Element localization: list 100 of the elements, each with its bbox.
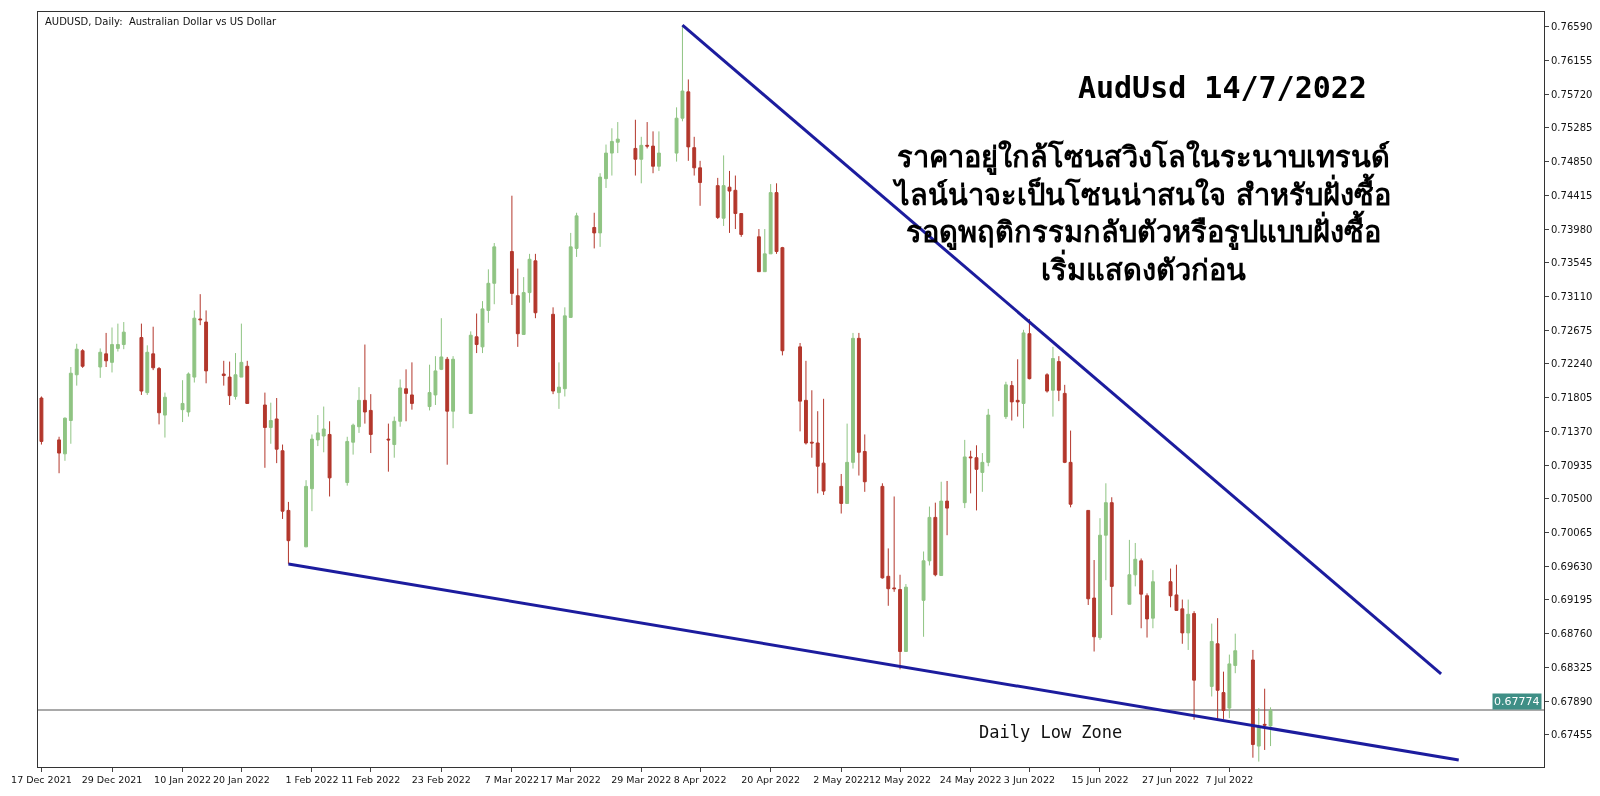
candlestick [980, 452, 985, 493]
candlestick [1021, 329, 1026, 429]
candlestick [409, 361, 414, 411]
candlestick [809, 389, 814, 459]
candlestick [1092, 559, 1097, 652]
candlestick [439, 317, 444, 371]
candlestick [63, 416, 67, 462]
candlestick [851, 332, 855, 470]
y-tick-label: 0.74415 [1551, 189, 1593, 201]
candlestick [568, 232, 573, 318]
candlestick [592, 212, 597, 249]
candlestick [398, 378, 403, 428]
candlestick [1139, 557, 1144, 629]
candlestick [304, 479, 309, 548]
candlestick [404, 368, 408, 422]
candlestick [162, 392, 167, 439]
candlestick [651, 130, 655, 174]
candlestick [1027, 318, 1032, 380]
candlestick [445, 356, 450, 466]
candlestick [1233, 633, 1238, 674]
candlestick [551, 306, 556, 395]
candlestick [892, 495, 897, 593]
candlestick [1262, 688, 1267, 751]
candlestick [315, 414, 320, 447]
candlestick [633, 119, 638, 177]
candlestick [656, 130, 661, 172]
text: AudUsd 14/7/2022 [1077, 70, 1367, 106]
candlestick [474, 313, 479, 354]
candlestick [310, 433, 314, 512]
candlestick [721, 154, 726, 227]
candlestick [615, 121, 620, 154]
y-tick-label: 0.68325 [1551, 661, 1593, 673]
x-tick-label: 3 Jun 2022 [1003, 774, 1055, 786]
candlestick [74, 343, 79, 387]
candlestick [1009, 380, 1014, 422]
candlestick [262, 392, 267, 469]
candlestick [686, 78, 691, 162]
y-tick-label: 0.76590 [1551, 21, 1593, 33]
y-tick-label: 0.74850 [1551, 156, 1593, 168]
y-tick-label: 0.73110 [1551, 290, 1593, 302]
candlestick [451, 355, 456, 429]
candlestick [939, 481, 944, 577]
candlestick [1062, 384, 1067, 464]
ref-line-label: 0.67774 [1494, 695, 1540, 708]
candlestick [321, 406, 326, 453]
x-tick-label: 10 Jan 2022 [154, 774, 212, 786]
candlestick [1221, 671, 1226, 720]
candlestick [1068, 430, 1073, 508]
y-tick-label: 0.68760 [1551, 628, 1593, 640]
candlestick [1133, 542, 1138, 587]
candlestick [1003, 381, 1008, 420]
candlestick [1086, 509, 1091, 606]
candlestick [1209, 623, 1214, 697]
candlestick [204, 309, 209, 384]
candlestick [110, 326, 114, 373]
y-tick-label: 0.69630 [1551, 560, 1593, 572]
candlestick [880, 482, 885, 580]
candlestick [762, 228, 767, 273]
candlestick [1098, 517, 1102, 641]
candlestick [798, 342, 803, 432]
candlestick [268, 402, 273, 445]
y-tick-label: 0.76155 [1551, 54, 1593, 66]
candlestick [245, 360, 250, 404]
candlestick [1268, 706, 1273, 747]
x-tick-label: 15 Jun 2022 [1071, 774, 1129, 786]
candlestick [862, 433, 867, 493]
x-tick-label: 29 Dec 2021 [81, 774, 143, 786]
y-tick-label: 0.75285 [1551, 122, 1593, 134]
candlestick [645, 121, 650, 149]
candlestick [492, 242, 497, 305]
candlestick [815, 410, 820, 494]
candlestick [845, 423, 850, 504]
candlestick [351, 423, 356, 456]
x-tick-label: 27 Jun 2022 [1141, 774, 1200, 786]
candlestick [1256, 707, 1261, 763]
candlestick [1192, 610, 1197, 721]
candlestick [533, 253, 538, 319]
candlestick [139, 323, 144, 396]
candlestick [509, 195, 514, 306]
x-tick-label: 12 May 2022 [869, 774, 932, 786]
candlestick [903, 583, 908, 652]
candlestick [1150, 569, 1155, 629]
candlestick [639, 136, 644, 184]
candlestick [221, 360, 226, 387]
candlestick [145, 344, 150, 396]
candlestick [933, 502, 938, 577]
y-tick-label: 0.70500 [1551, 493, 1593, 505]
candlestick [739, 213, 744, 238]
x-tick-label: 11 Feb 2022 [341, 774, 401, 786]
candlestick [104, 332, 109, 368]
x-tick-label: 20 Apr 2022 [741, 774, 801, 786]
candlestick [898, 574, 902, 670]
annotation: AUDUSD, Daily: Australian Dollar vs US Dollar [45, 16, 278, 27]
candlestick [386, 423, 391, 473]
candlestick [80, 348, 85, 369]
candlestick [1145, 592, 1149, 639]
candlestick [1215, 617, 1220, 720]
candlestick [604, 144, 608, 189]
annotation: Daily Low Zone [979, 722, 1123, 742]
x-tick-label: 8 Apr 2022 [673, 774, 727, 786]
